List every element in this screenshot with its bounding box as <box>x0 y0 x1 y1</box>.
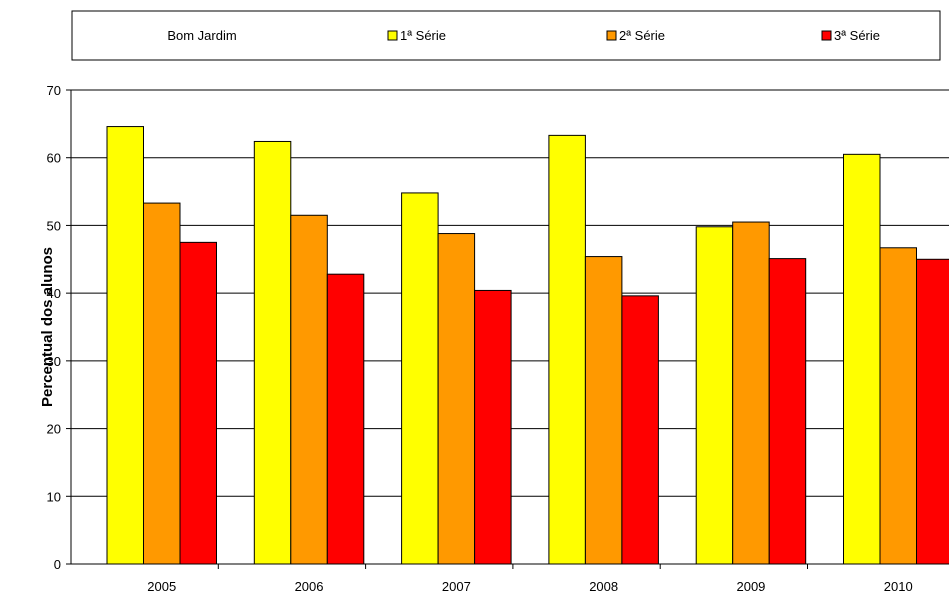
y-tick-label: 70 <box>47 83 61 98</box>
legend-entry-label: 1ª Série <box>400 28 446 43</box>
y-tick-label: 0 <box>54 557 61 572</box>
legend-swatch <box>607 31 616 40</box>
bar <box>844 154 881 564</box>
legend-swatch <box>388 31 397 40</box>
y-tick-label: 10 <box>47 489 61 504</box>
bar <box>402 193 439 564</box>
legend-entry-label: 3ª Série <box>834 28 880 43</box>
bar <box>622 296 659 564</box>
bar <box>917 259 949 564</box>
x-tick-label: 2010 <box>884 579 913 593</box>
x-tick-labels: 2005 2006 2007 2008 2009 2010 <box>147 579 912 593</box>
bar <box>254 141 290 564</box>
bar <box>696 227 733 564</box>
x-tick-label: 2005 <box>147 579 176 593</box>
bar <box>769 259 806 564</box>
y-tick-label: 60 <box>47 151 61 166</box>
x-tick-label: 2006 <box>295 579 324 593</box>
legend-swatch <box>822 31 831 40</box>
bar <box>549 135 586 564</box>
bar <box>144 203 181 564</box>
x-tick-label: 2007 <box>442 579 471 593</box>
y-tick-label: 50 <box>47 218 61 233</box>
x-tick-label: 2009 <box>736 579 765 593</box>
bars <box>107 127 949 564</box>
x-tick-label: 2008 <box>589 579 618 593</box>
bar <box>880 248 917 564</box>
bar <box>291 215 328 564</box>
legend-label: Bom Jardim <box>167 28 236 43</box>
y-tick-label: 20 <box>47 422 61 437</box>
bar <box>475 290 512 564</box>
bar <box>733 222 770 564</box>
bar <box>107 127 144 564</box>
bar <box>180 242 217 564</box>
bar <box>438 234 475 564</box>
bar <box>585 257 622 564</box>
legend-entry-label: 2ª Série <box>619 28 665 43</box>
y-axis-label: Percentual dos alunos <box>39 247 56 407</box>
bar <box>327 274 364 564</box>
